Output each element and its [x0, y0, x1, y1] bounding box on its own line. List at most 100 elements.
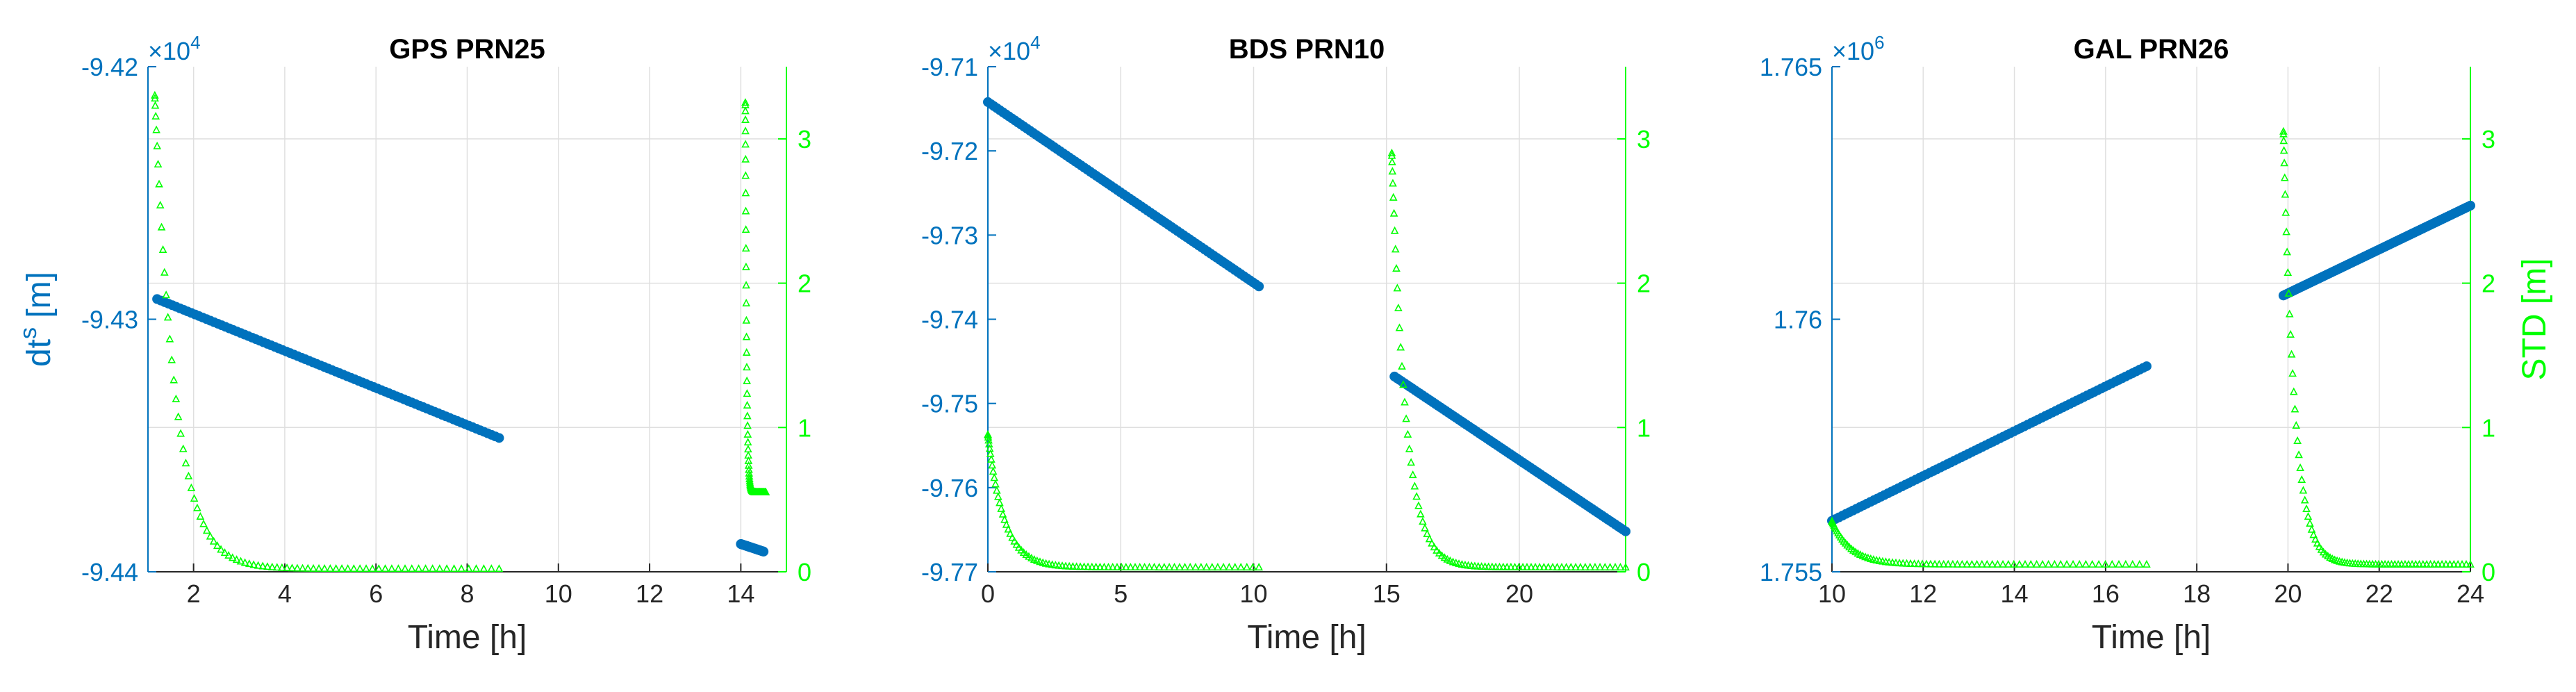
std-point — [165, 334, 174, 343]
std-point — [1390, 226, 1399, 234]
std-point — [1433, 545, 1441, 554]
std-point — [1096, 562, 1105, 570]
std-point — [1510, 562, 1519, 570]
std-point — [2297, 475, 2306, 484]
std-point — [1549, 563, 1557, 571]
std-point — [407, 564, 416, 572]
std-point — [742, 262, 750, 270]
std-point — [1225, 563, 1234, 571]
std-point — [1906, 559, 1915, 567]
std-point — [151, 94, 159, 102]
series-std — [1828, 126, 2475, 568]
dts-point — [494, 433, 504, 443]
std-point — [224, 550, 233, 559]
std-point — [152, 125, 160, 133]
std-point — [232, 555, 241, 563]
x-tick-label: 0 — [981, 579, 995, 608]
std-point — [1388, 167, 1397, 175]
std-point — [1423, 529, 1432, 538]
chart-panel-2: 0 5 10 15 20-9.77-9.76-9.75-9.74-9.73-9.72-9… — [921, 32, 1651, 656]
series-dts — [983, 97, 1630, 536]
std-point — [1407, 458, 1415, 466]
std-point — [741, 115, 750, 124]
std-point — [1117, 563, 1126, 571]
y-right-tick-label: 0 — [798, 558, 811, 586]
std-point — [1100, 562, 1109, 570]
std-point — [2044, 559, 2053, 568]
std-point — [742, 281, 750, 289]
std-point — [263, 562, 272, 570]
chart-title: GPS PRN25 — [389, 34, 545, 65]
std-point — [1410, 481, 1419, 490]
std-point — [1978, 559, 1986, 568]
std-point — [1899, 559, 1908, 567]
std-point — [2281, 208, 2290, 216]
y-left-tick-label: 1.755 — [1760, 558, 1822, 586]
std-point — [1421, 523, 1429, 532]
std-point — [741, 171, 750, 179]
std-point — [743, 389, 752, 397]
std-point — [309, 563, 317, 572]
std-point — [1417, 509, 1425, 518]
y-left-tick-label: -9.72 — [921, 137, 978, 165]
std-point — [2299, 486, 2308, 494]
x-tick-label: 2 — [187, 579, 201, 608]
y-left-tick-label: -9.76 — [921, 474, 978, 502]
std-point — [1084, 562, 1092, 570]
std-point — [176, 429, 185, 437]
std-point — [172, 394, 181, 402]
std-point — [479, 564, 488, 572]
std-point — [1186, 563, 1195, 571]
std-point — [742, 332, 751, 340]
std-point — [1999, 559, 2007, 568]
std-point — [2004, 559, 2013, 568]
axis-exponent-label: ×104 — [148, 32, 201, 65]
std-point — [1230, 563, 1239, 571]
x-tick-label: 12 — [1909, 579, 1937, 608]
std-point — [2306, 519, 2314, 527]
std-point — [170, 375, 179, 384]
std-point — [1605, 563, 1615, 571]
std-point — [1914, 559, 1923, 568]
std-point — [1393, 283, 1402, 292]
std-point — [187, 483, 196, 491]
std-point — [2458, 559, 2466, 568]
y-right-tick-label: 1 — [798, 413, 811, 442]
std-point — [326, 563, 335, 572]
y-right-axis-label: STD [m] — [2516, 258, 2553, 381]
std-point — [1091, 562, 1100, 570]
x-tick-label: 16 — [2092, 579, 2120, 608]
std-point — [1523, 563, 1531, 571]
std-point — [743, 411, 752, 420]
y-left-tick-label: -9.74 — [921, 306, 978, 334]
std-point — [1935, 559, 1944, 568]
dts-point — [1254, 281, 1264, 292]
std-point — [1402, 414, 1410, 422]
std-point — [1165, 563, 1173, 571]
x-tick-label: 12 — [636, 579, 663, 608]
std-point — [1918, 559, 1926, 568]
std-point — [2142, 559, 2151, 568]
std-point — [2088, 559, 2097, 568]
series-dts — [1827, 200, 2475, 526]
std-point — [320, 563, 329, 572]
std-point — [2009, 559, 2018, 568]
std-point — [167, 355, 176, 363]
std-point — [2101, 559, 2110, 568]
std-point — [2441, 559, 2450, 568]
std-point — [2292, 421, 2301, 429]
std-point — [2284, 288, 2293, 297]
std-point — [1255, 563, 1263, 571]
std-point — [1972, 559, 1981, 568]
std-point — [267, 562, 276, 570]
std-point — [2311, 534, 2320, 543]
std-point — [1170, 563, 1179, 571]
std-point — [240, 558, 249, 566]
y-right-tick-label: 3 — [2482, 125, 2495, 154]
std-point — [154, 160, 163, 168]
y-right-tick-label: 0 — [2482, 558, 2495, 586]
std-point — [1503, 562, 1512, 570]
std-point — [2466, 559, 2475, 568]
std-point — [368, 564, 377, 572]
